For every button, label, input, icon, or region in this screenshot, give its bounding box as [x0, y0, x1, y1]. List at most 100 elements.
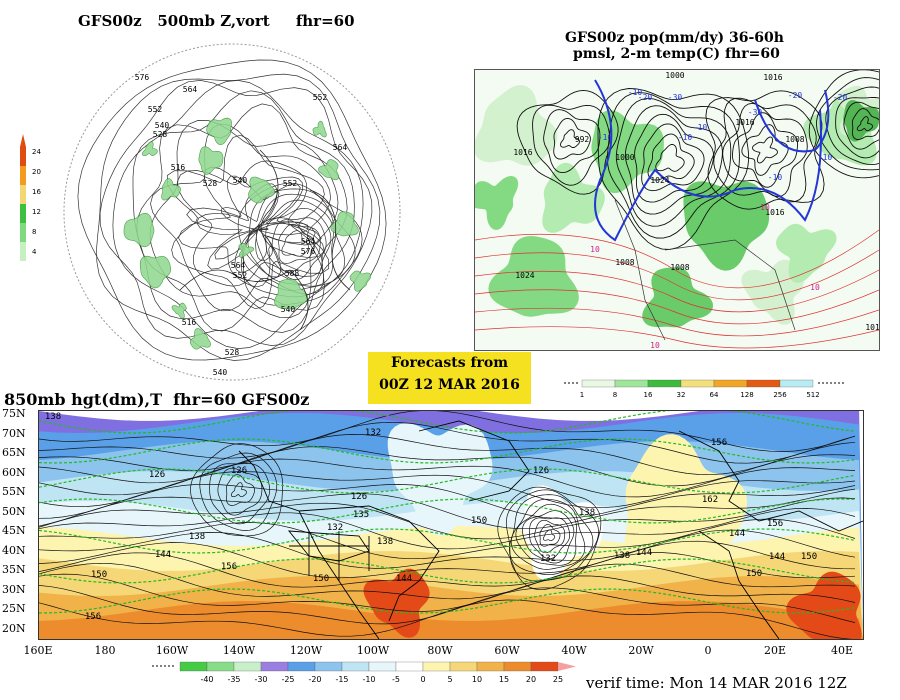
isotherm [39, 411, 856, 434]
low-contour [515, 503, 577, 566]
colorbar-label: 5 [447, 675, 452, 684]
height-contour [39, 573, 856, 612]
colorbar-swatch [449, 661, 478, 672]
pressure-label: 1008 [615, 258, 634, 267]
temperature-isotherm [475, 269, 879, 313]
height-label: 126 [231, 466, 247, 476]
coastline [259, 149, 279, 251]
vorticity-patch [189, 328, 211, 350]
low-contour [217, 467, 263, 516]
height-contour [39, 529, 856, 569]
height-label: 138 [189, 532, 205, 542]
colorbar-swatch [746, 379, 781, 388]
isobar [843, 101, 879, 150]
height-label: 150 [471, 516, 487, 526]
bottom-map-title: 850mb hgt(dm),T fhr=60 GFS00z [4, 390, 310, 409]
vorticity-patch [330, 211, 359, 237]
colorbar-label: 16 [644, 391, 653, 399]
contour-label: 516 [171, 163, 186, 172]
longitude-label: 140W [222, 644, 256, 657]
latitude-label: 50N [2, 504, 26, 518]
colorbar-label: -15 [335, 675, 348, 684]
height-contour [112, 80, 364, 349]
colorbar-label: 16 [32, 188, 41, 196]
isobar [741, 124, 789, 176]
low-contour [247, 199, 334, 287]
coastline [179, 269, 309, 331]
colorbar-swatch [680, 379, 715, 388]
contour-label: 528 [203, 179, 218, 188]
temperature-label: -10 [818, 153, 833, 162]
height-contour [39, 471, 856, 509]
coastline [288, 530, 370, 562]
low-contour [190, 443, 283, 537]
north-america-precip-map: 1000 1016 1008 1016 1024 1000 1016 1016 1008 1024… [474, 69, 880, 351]
colorbar-label: 24 [32, 148, 41, 156]
vorticity-patch [206, 117, 232, 145]
temperature-label: -30 [668, 93, 683, 102]
isotherm [39, 588, 856, 614]
temperature-label: 10 [810, 283, 820, 292]
colorbar-label: -35 [227, 675, 240, 684]
pressure-label: 1000 [665, 71, 684, 80]
height-contour [178, 166, 325, 288]
vorticity-patch [318, 159, 340, 181]
coastline [418, 420, 530, 502]
isobar [655, 144, 685, 172]
colorbar-swatch [179, 661, 208, 672]
vorticity-patch [248, 176, 275, 204]
contour-label: 528 [225, 348, 240, 357]
colorbar-label: 512 [806, 391, 819, 399]
isobar [835, 96, 879, 159]
coastline [698, 530, 780, 639]
warm-anomaly [624, 434, 747, 570]
precip-area [488, 236, 579, 317]
contour-label: 552 [148, 105, 163, 114]
contour-label: 564 [183, 85, 198, 94]
colorbar-swatch [581, 379, 616, 388]
height-contour [166, 134, 330, 310]
latitude-label: 55N [2, 485, 26, 498]
hot-area [786, 571, 862, 639]
temperature-isotherm [475, 307, 879, 337]
contour-label: 552 [313, 93, 328, 102]
height-label: 156 [711, 438, 727, 448]
height-label: 156 [221, 562, 237, 572]
freezing-isotherm [754, 89, 830, 153]
contour-label: 540 [213, 368, 228, 377]
isotherm [39, 528, 856, 554]
contour-label: 564 [231, 261, 246, 270]
vorticity-patch [171, 302, 187, 319]
height-label: 138 [579, 508, 595, 518]
height-label: 138 [614, 551, 630, 561]
pressure-label: 1024 [650, 176, 669, 185]
isobar [560, 129, 580, 148]
low-contour [497, 486, 602, 591]
contour-label: 564 [301, 237, 316, 246]
contour-label: 576 [301, 247, 316, 256]
vorticity-patch [161, 178, 181, 201]
isobar [816, 77, 879, 171]
colorbar-swatch [713, 379, 748, 388]
height-contour [39, 497, 856, 540]
contour-label: 540 [281, 305, 296, 314]
colorbar-swatch [395, 661, 424, 672]
longitude-label: 160E [23, 644, 53, 657]
isobar [705, 90, 825, 210]
low-contour [230, 482, 247, 498]
height-contour [39, 508, 856, 550]
height-label: 144 [636, 548, 652, 558]
height-contour [39, 483, 856, 519]
longitude-label: 100W [356, 644, 390, 657]
pressure-label: 1016 [735, 118, 754, 127]
height-label: 156 [767, 519, 783, 529]
contour-label: 540 [155, 121, 170, 130]
contour-label: 552 [283, 179, 298, 188]
colorbar-swatch [206, 661, 235, 672]
cool-area [387, 423, 493, 536]
temperature-label: -10 [598, 133, 613, 142]
latitude-label: 25N [2, 602, 26, 615]
height-label: 126 [351, 492, 367, 502]
low-contour [505, 489, 599, 582]
height-label: 162 [702, 495, 718, 505]
